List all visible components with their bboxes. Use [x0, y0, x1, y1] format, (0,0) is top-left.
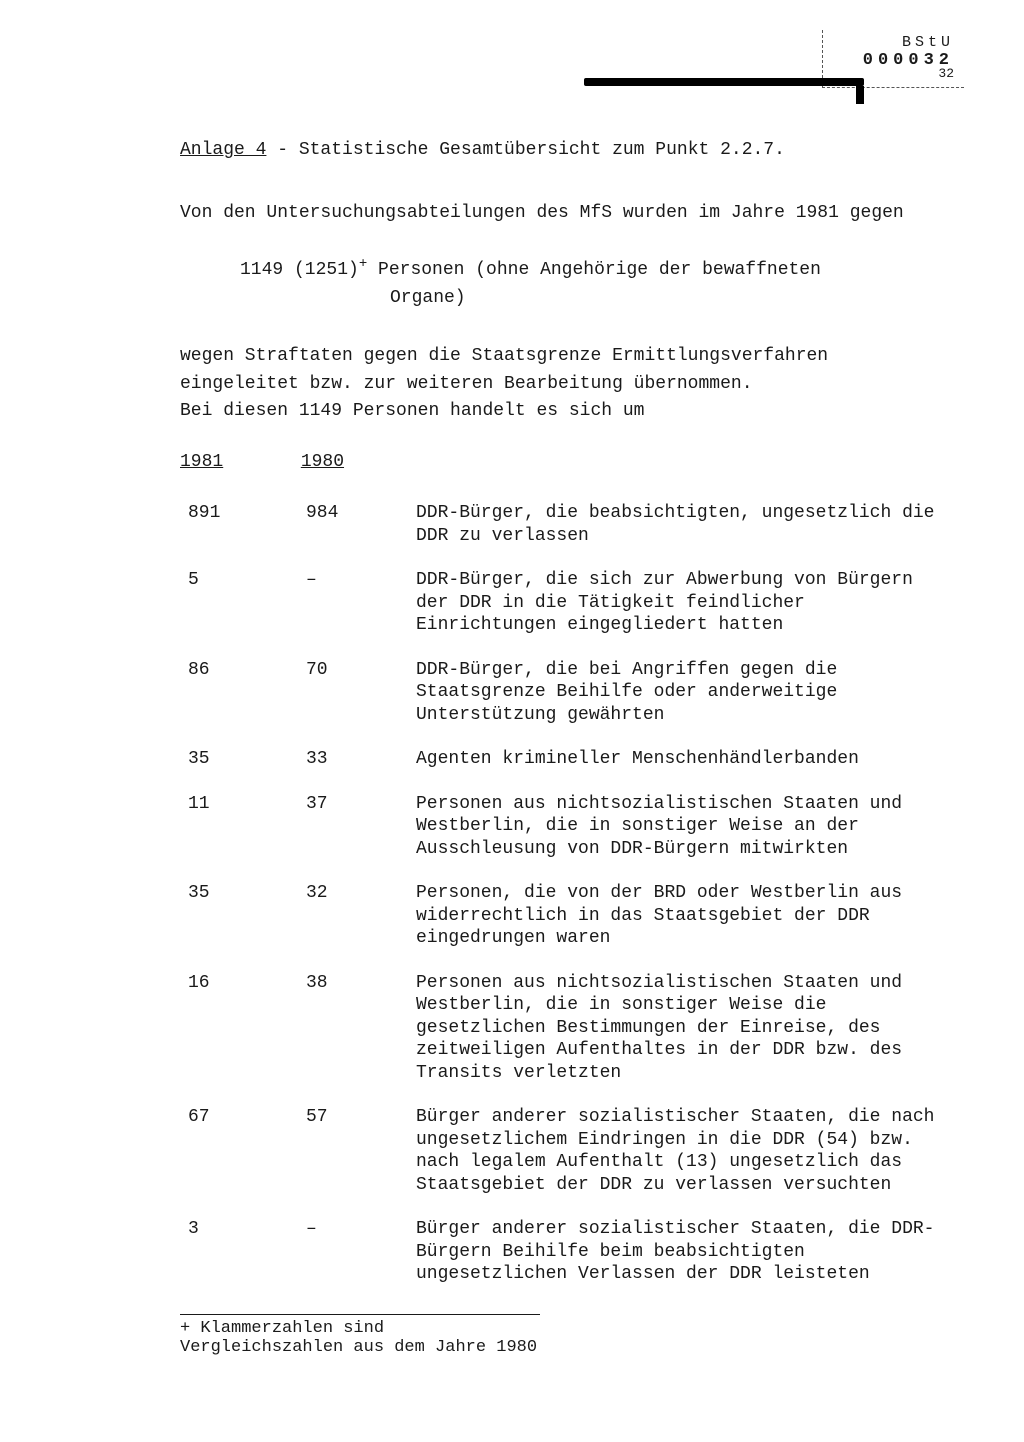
- cell-1980: –: [298, 1218, 416, 1241]
- data-table: 891 984 DDR-Bürger, die beabsichtigten, …: [180, 502, 964, 1286]
- footnote-text: + Klammerzahlen sind Vergleichszahlen au…: [180, 1319, 540, 1357]
- table-row: 3 – Bürger anderer sozialistischer Staat…: [180, 1218, 964, 1286]
- table-row: 67 57 Bürger anderer sozialistischer Sta…: [180, 1106, 964, 1196]
- table-row: 16 38 Personen aus nichtsozialistischen …: [180, 972, 964, 1085]
- cell-desc: Personen aus nichtsozialistischen Staate…: [416, 972, 964, 1085]
- cell-1981: 3: [180, 1218, 298, 1241]
- cell-1980: 70: [298, 659, 416, 682]
- persons-count-block: 1149 (1251)+ Personen (ohne Angehörige d…: [240, 254, 964, 313]
- persons-count-main: 1149 (1251): [240, 260, 359, 280]
- anlage-title: Statistische Gesamtübersicht zum Punkt 2…: [299, 140, 785, 160]
- cell-1980: 33: [298, 748, 416, 771]
- cell-desc: Agenten krimineller Menschenhändlerbande…: [416, 748, 964, 771]
- table-row: 891 984 DDR-Bürger, die beabsichtigten, …: [180, 502, 964, 547]
- intro-paragraph: Von den Untersuchungsabteilungen des MfS…: [180, 200, 964, 228]
- persons-count-line2: Organe): [240, 285, 964, 313]
- cell-desc: DDR-Bürger, die sich zur Abwerbung von B…: [416, 569, 964, 637]
- persons-count-tail: Personen (ohne Angehörige der bewaffnete…: [367, 260, 821, 280]
- redaction-tick: [856, 86, 864, 104]
- table-row: 86 70 DDR-Bürger, die bei Angriffen gege…: [180, 659, 964, 727]
- cell-1981: 11: [180, 793, 298, 816]
- cell-1980: 38: [298, 972, 416, 995]
- table-row: 35 33 Agenten krimineller Menschenhändle…: [180, 748, 964, 771]
- footnote-marker: +: [359, 256, 367, 272]
- year-header-1981: 1981: [180, 452, 290, 472]
- cell-desc: DDR-Bürger, die beabsichtigten, ungesetz…: [416, 502, 964, 547]
- cell-1981: 86: [180, 659, 298, 682]
- cell-1980: 57: [298, 1106, 416, 1129]
- year-headers-row: 1981 1980: [180, 452, 964, 472]
- cell-1981: 5: [180, 569, 298, 592]
- cell-desc: Personen, die von der BRD oder Westberli…: [416, 882, 964, 950]
- year-header-1980: 1980: [301, 452, 411, 472]
- cell-1980: 37: [298, 793, 416, 816]
- redaction-bar: [584, 78, 864, 86]
- document-page: BStU 000032 32 Anlage 4 - Statistische G…: [0, 0, 1024, 1397]
- cell-desc: Personen aus nichtsozialistischen Staate…: [416, 793, 964, 861]
- mid-para-l1: wegen Straftaten gegen die Staatsgrenze …: [180, 343, 964, 371]
- mid-para-l3: Bei diesen 1149 Personen handelt es sich…: [180, 398, 964, 426]
- table-row: 11 37 Personen aus nichtsozialistischen …: [180, 793, 964, 861]
- anlage-header: Anlage 4 - Statistische Gesamtübersicht …: [180, 140, 964, 160]
- table-row: 5 – DDR-Bürger, die sich zur Abwerbung v…: [180, 569, 964, 637]
- cell-1981: 35: [180, 748, 298, 771]
- cell-1981: 891: [180, 502, 298, 525]
- anlage-separator: -: [266, 140, 298, 160]
- cell-1980: 32: [298, 882, 416, 905]
- cell-desc: Bürger anderer sozialistischer Staaten, …: [416, 1106, 964, 1196]
- cell-1981: 67: [180, 1106, 298, 1129]
- mid-paragraph: wegen Straftaten gegen die Staatsgrenze …: [180, 343, 964, 427]
- cell-desc: DDR-Bürger, die bei Angriffen gegen die …: [416, 659, 964, 727]
- footnote-rule: + Klammerzahlen sind Vergleichszahlen au…: [180, 1314, 540, 1357]
- cell-1980: 984: [298, 502, 416, 525]
- cell-1981: 16: [180, 972, 298, 995]
- cell-1980: –: [298, 569, 416, 592]
- anlage-label: Anlage 4: [180, 140, 266, 160]
- content-body: Anlage 4 - Statistische Gesamtübersicht …: [180, 140, 964, 1357]
- cell-desc: Bürger anderer sozialistischer Staaten, …: [416, 1218, 964, 1286]
- table-row: 35 32 Personen, die von der BRD oder Wes…: [180, 882, 964, 950]
- cell-1981: 35: [180, 882, 298, 905]
- stamp-line-1: BStU: [863, 34, 954, 51]
- mid-para-l2: eingeleitet bzw. zur weiteren Bearbeitun…: [180, 371, 964, 399]
